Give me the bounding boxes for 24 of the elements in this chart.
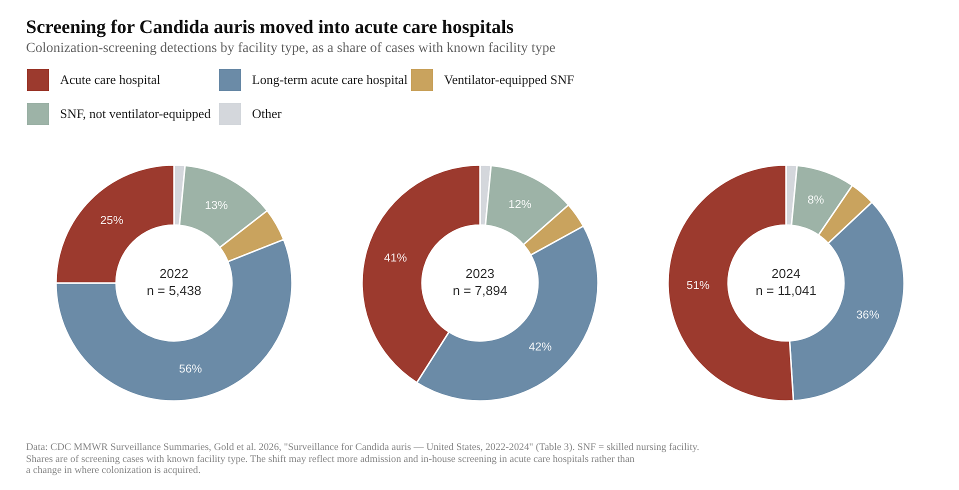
legend-label: Long-term acute care hospital	[252, 72, 408, 88]
data-label: 51%	[686, 280, 710, 292]
data-label: 13%	[204, 200, 228, 212]
legend-label: Ventilator-equipped SNF	[444, 72, 574, 88]
text: 2024	[771, 266, 800, 282]
legend-label: Acute care hospital	[60, 72, 160, 88]
data-label: 36%	[856, 310, 880, 322]
text: 2022	[159, 266, 188, 282]
data-label: 56%	[178, 364, 202, 376]
text: Colonization-screening detections by facility type, as a share of cases with known facility type	[26, 41, 556, 57]
legend-label: SNF, not ventilator-equipped	[60, 106, 211, 122]
text: n = 5,438	[146, 283, 201, 298]
text: n = 7,894	[452, 283, 507, 298]
data-label: 42%	[528, 341, 552, 354]
text: 2023	[465, 266, 494, 282]
legend-label: Other	[252, 106, 282, 122]
data-label: 41%	[384, 252, 407, 265]
data-label: 12%	[508, 198, 532, 211]
text: Data: CDC MMWR Surveillance Summaries, Gold et al. 2026, "Surveillance for Candida auris — United States, 2022-2024" (Table 3). SNF = skilled nursing facility.	[26, 442, 700, 454]
data-label: 8%	[807, 194, 824, 206]
text: n = 11,041	[755, 283, 816, 298]
text: Shares are of screening cases with known facility type. The shift may reflect more admission and in-house screening in acute care hospitals rather than a change in where colonization is acquired.	[26, 454, 636, 476]
text: Screening for Candida auris moved into acute care hospitals	[26, 17, 514, 39]
data-label: 25%	[100, 214, 123, 227]
